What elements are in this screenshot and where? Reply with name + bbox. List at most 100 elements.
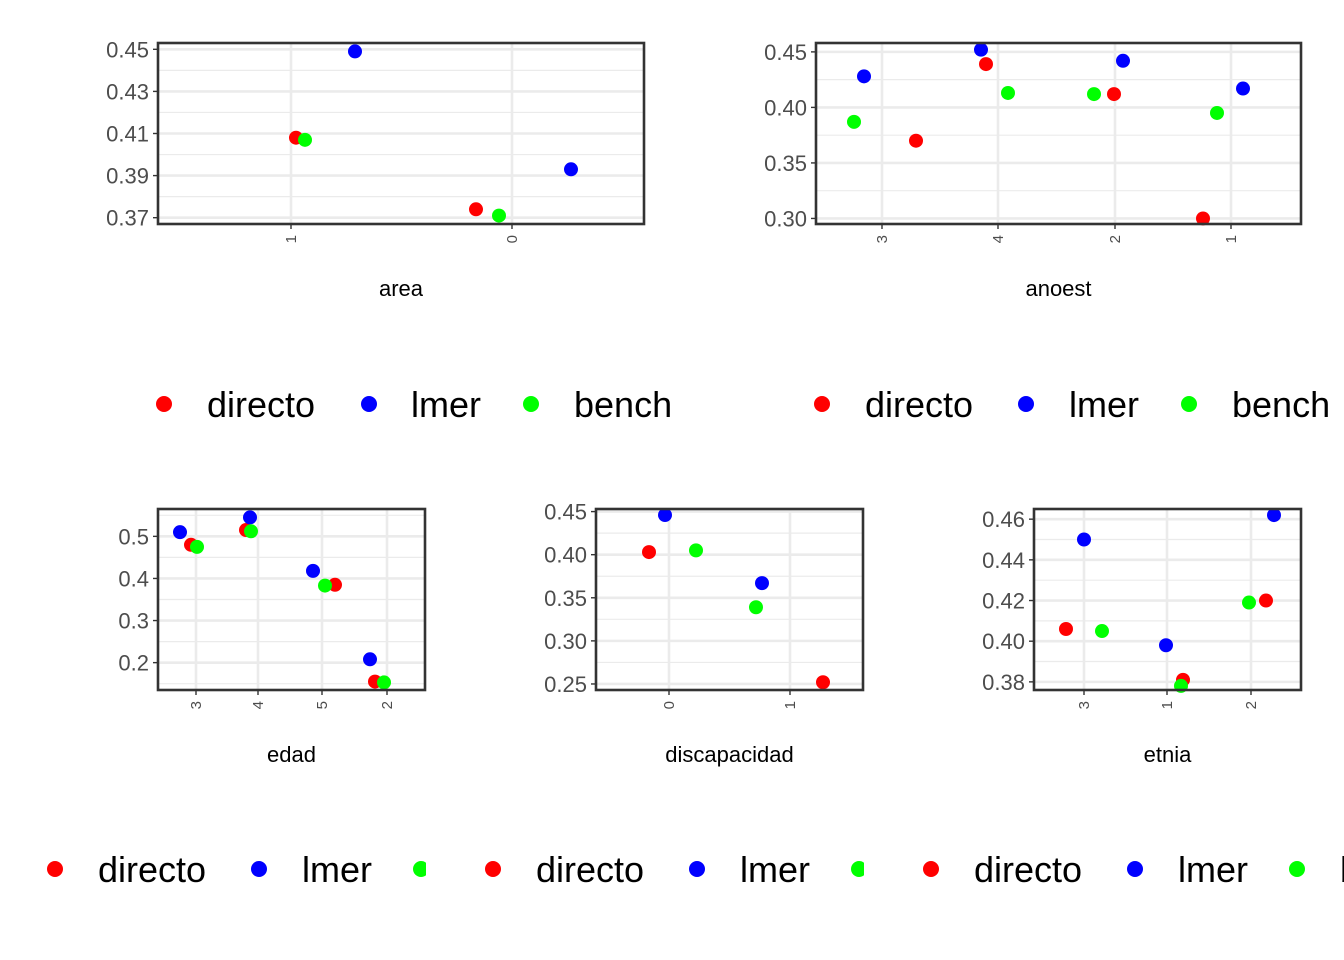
y-tick-label: 0.45 bbox=[106, 37, 149, 62]
legend-key-bench bbox=[851, 861, 864, 877]
x-tick-label: 0 bbox=[661, 701, 678, 709]
x-tick-label: 5 bbox=[314, 701, 331, 709]
legend-key-bench bbox=[413, 861, 426, 877]
panel-discapacidad: 0.25 0.30 0.35 0.40 0.45 0 1 discapacidad bbox=[544, 500, 865, 767]
data-point-directo bbox=[1107, 87, 1121, 102]
y-tick-label: 0.45 bbox=[764, 40, 807, 65]
data-point-bench bbox=[689, 543, 703, 558]
x-tick-label: 2 bbox=[1243, 701, 1260, 709]
data-point-bench bbox=[244, 524, 258, 539]
data-point-lmer bbox=[363, 652, 377, 667]
y-tick-label: 0.45 bbox=[544, 500, 587, 525]
data-point-bench bbox=[1210, 105, 1224, 120]
y-tick-label: 0.25 bbox=[544, 672, 587, 697]
legend-label-lmer: lmer bbox=[411, 384, 481, 425]
x-tick-label: 2 bbox=[1107, 235, 1124, 243]
legend-label-directo: directo bbox=[865, 384, 973, 425]
data-point-directo bbox=[816, 675, 830, 690]
y-tick-label: 0.35 bbox=[764, 151, 807, 176]
panel-border bbox=[594, 507, 865, 692]
data-point-lmer bbox=[1116, 53, 1130, 68]
data-point-bench bbox=[492, 208, 506, 223]
legend-key-bench bbox=[523, 396, 539, 412]
legend-label-directo: directo bbox=[98, 849, 206, 890]
legend-label-lmer: lmer bbox=[740, 849, 810, 890]
legend-key-directo bbox=[923, 861, 939, 877]
data-point-directo bbox=[328, 577, 342, 592]
data-point-bench bbox=[847, 114, 861, 129]
x-axis-title: edad bbox=[267, 742, 316, 767]
y-tick-label: 0.44 bbox=[982, 548, 1025, 573]
data-point-lmer bbox=[1236, 81, 1250, 96]
data-point-directo bbox=[1059, 621, 1073, 636]
data-point-lmer bbox=[348, 44, 362, 59]
data-point-directo bbox=[1259, 593, 1273, 608]
data-point-directo bbox=[642, 545, 656, 560]
data-point-directo bbox=[1196, 211, 1210, 226]
x-tick-label: 4 bbox=[990, 235, 1007, 243]
legend-key-lmer bbox=[1127, 861, 1143, 877]
y-tick-label: 0.40 bbox=[544, 543, 587, 568]
data-point-lmer bbox=[857, 69, 871, 84]
legend-key-lmer bbox=[361, 396, 377, 412]
data-point-lmer bbox=[243, 510, 257, 525]
legend-label-directo: directo bbox=[207, 384, 315, 425]
legend-key-lmer bbox=[689, 861, 705, 877]
data-point-lmer bbox=[306, 563, 320, 578]
data-point-bench bbox=[190, 539, 204, 554]
y-tick-label: 0.42 bbox=[982, 589, 1025, 614]
y-tick-label: 0.39 bbox=[106, 164, 149, 189]
data-point-lmer bbox=[658, 508, 672, 523]
panel-anoest: 0.30 0.35 0.40 0.45 3 4 2 1 anoest bbox=[764, 40, 1303, 301]
data-point-lmer bbox=[1077, 532, 1091, 547]
x-tick-label: 1 bbox=[1159, 701, 1176, 709]
data-point-bench bbox=[1095, 624, 1109, 639]
panel-border bbox=[156, 507, 427, 692]
x-axis-title: area bbox=[379, 276, 424, 301]
legend-key-lmer bbox=[1018, 396, 1034, 412]
panel-border bbox=[1032, 507, 1303, 692]
y-tick-label: 0.37 bbox=[106, 206, 149, 231]
legend-key-bench bbox=[1289, 861, 1305, 877]
data-point-bench bbox=[1087, 87, 1101, 102]
plot-area bbox=[816, 43, 1301, 224]
legend-label-directo: directo bbox=[536, 849, 644, 890]
data-point-lmer bbox=[1267, 508, 1281, 523]
y-tick-label: 0.46 bbox=[982, 507, 1025, 532]
y-tick-label: 0.5 bbox=[118, 524, 149, 549]
legend-label-lmer: lmer bbox=[1069, 384, 1139, 425]
x-tick-label: 3 bbox=[874, 235, 891, 243]
x-axis-title: discapacidad bbox=[665, 742, 793, 767]
legend-key-directo bbox=[156, 396, 172, 412]
y-tick-label: 0.30 bbox=[544, 629, 587, 654]
data-point-bench bbox=[377, 675, 391, 690]
plot-area bbox=[596, 509, 863, 690]
x-tick-label: 3 bbox=[188, 701, 205, 709]
y-tick-label: 0.40 bbox=[982, 629, 1025, 654]
legend-key-directo bbox=[47, 861, 63, 877]
panel-border bbox=[156, 41, 646, 226]
x-tick-label: 1 bbox=[782, 701, 799, 709]
legend-label-bench: bench bbox=[574, 384, 672, 425]
y-tick-label: 0.2 bbox=[118, 651, 149, 676]
legend-label-lmer: lmer bbox=[302, 849, 372, 890]
data-point-lmer bbox=[173, 525, 187, 540]
legend-label-bench: bench bbox=[1340, 849, 1344, 890]
x-axis-title: etnia bbox=[1144, 742, 1192, 767]
y-tick-label: 0.38 bbox=[982, 670, 1025, 695]
x-tick-label: 1 bbox=[283, 235, 300, 243]
y-tick-label: 0.35 bbox=[544, 586, 587, 611]
legend-key-bench bbox=[1181, 396, 1197, 412]
panel-edad: 0.2 0.3 0.4 0.5 3 4 5 2 edad bbox=[118, 507, 427, 767]
y-tick-label: 0.41 bbox=[106, 122, 149, 147]
data-point-bench bbox=[749, 600, 763, 615]
y-tick-label: 0.4 bbox=[118, 566, 149, 591]
x-tick-label: 2 bbox=[379, 701, 396, 709]
data-point-directo bbox=[469, 202, 483, 217]
x-tick-label: 4 bbox=[250, 701, 267, 709]
data-point-bench bbox=[1242, 595, 1256, 610]
